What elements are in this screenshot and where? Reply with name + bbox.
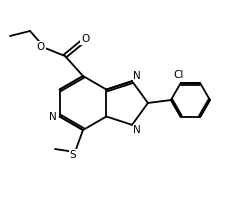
Text: N: N (133, 71, 140, 81)
Text: O: O (37, 42, 45, 52)
Text: S: S (69, 150, 76, 160)
Text: O: O (81, 34, 89, 44)
Text: N: N (133, 125, 140, 135)
Text: Cl: Cl (173, 70, 183, 80)
Text: N: N (49, 111, 56, 122)
